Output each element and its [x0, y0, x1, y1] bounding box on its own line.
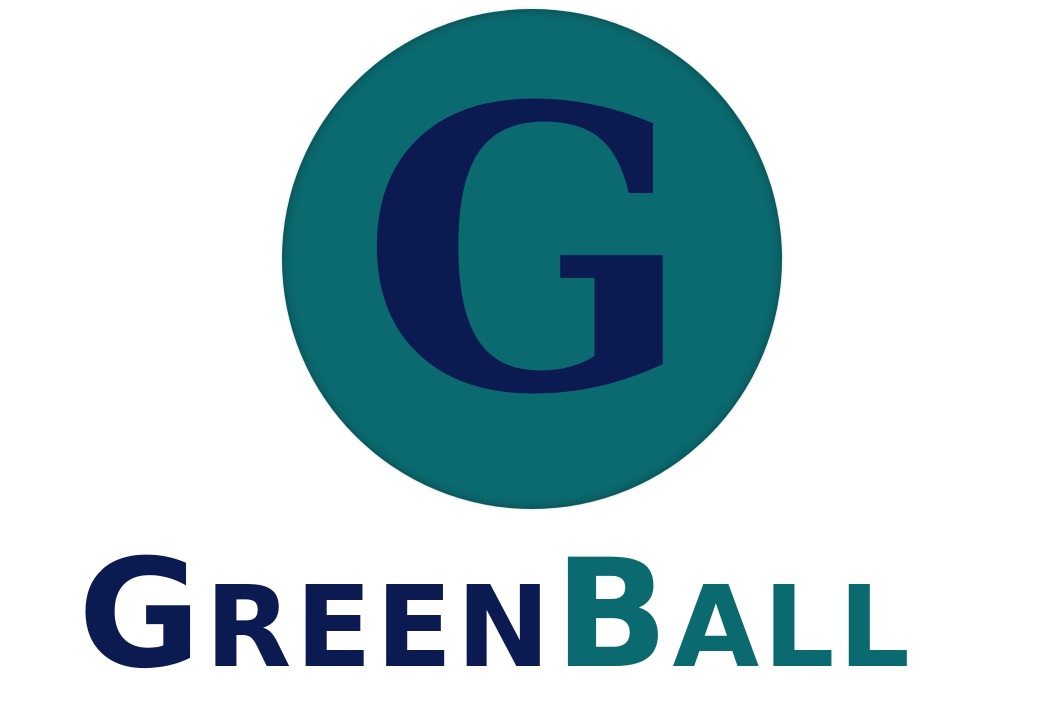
logo-ball-icon: G [282, 9, 782, 509]
wordmark-green-initial: G [78, 528, 206, 702]
wordmark-ball-rest: ALL [672, 563, 914, 693]
wordmark: G REEN B ALL [78, 540, 988, 710]
wordmark-green-rest: REEN [205, 563, 555, 693]
logo-letter: G [360, 22, 694, 480]
wordmark-ball-initial: B [554, 528, 673, 702]
